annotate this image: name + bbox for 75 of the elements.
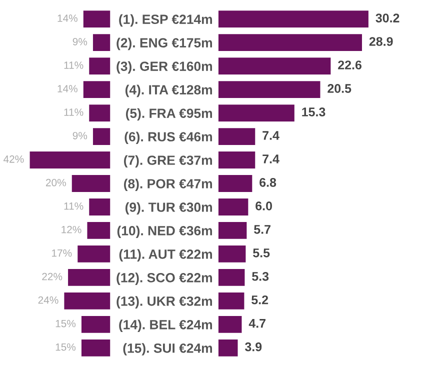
y-tick-label: (13). UKR €32m — [116, 296, 212, 308]
bar — [218, 152, 256, 168]
data-label: 4.7 — [248, 319, 266, 328]
data-label: 15.3 — [302, 108, 326, 116]
data-label: 11% — [64, 202, 84, 210]
bar — [87, 222, 110, 239]
data-label: 30.2 — [376, 14, 400, 22]
bar — [218, 198, 248, 216]
bar — [218, 175, 252, 192]
bar — [89, 58, 110, 75]
bar — [218, 246, 246, 262]
data-label: 9% — [72, 132, 88, 140]
bar — [218, 104, 294, 122]
bar — [83, 81, 110, 98]
data-label: 11% — [64, 108, 84, 116]
bar — [218, 339, 238, 356]
data-label: 5.5 — [253, 248, 270, 258]
y-tick-label: (2). ENG €175m — [116, 38, 212, 50]
data-label: 14% — [58, 14, 78, 22]
bar — [218, 10, 368, 28]
bar — [89, 198, 110, 216]
y-tick-label: (3). GER €160m — [116, 61, 212, 74]
bar — [218, 222, 247, 239]
data-label: 22% — [42, 272, 62, 280]
y-tick-label: (10). NED €36m — [117, 226, 212, 238]
data-label: 20% — [46, 178, 66, 186]
bar — [218, 128, 256, 145]
data-label: 9% — [72, 38, 88, 46]
data-label: 3.9 — [244, 342, 262, 352]
data-label: 28.9 — [369, 37, 393, 46]
data-label: 6.0 — [256, 201, 272, 210]
data-label: 6.8 — [260, 178, 276, 187]
bar — [92, 34, 110, 52]
bar — [92, 128, 110, 145]
data-label: 12% — [62, 226, 82, 234]
y-tick-label: (9). TUR €30m — [125, 202, 212, 215]
bar — [218, 316, 242, 333]
data-label: 42% — [4, 155, 24, 163]
bar — [218, 268, 245, 286]
data-label: 5.2 — [252, 295, 268, 304]
bar — [218, 81, 320, 98]
y-tick-label: (15). SUI €24m — [123, 343, 212, 356]
bar — [64, 292, 110, 310]
bar — [218, 292, 244, 310]
y-tick-label: (7). GRE €37m — [124, 155, 212, 168]
y-tick-label: (14). BEL €24m — [119, 320, 212, 332]
data-label: 17% — [52, 249, 72, 257]
y-tick-label: (6). RUS €46m — [124, 132, 212, 144]
data-label: 20.5 — [328, 84, 352, 93]
bar — [218, 58, 331, 75]
bar — [218, 34, 362, 52]
bar — [30, 152, 110, 168]
y-tick-label: (1). ESP €214m — [119, 14, 212, 27]
bar — [72, 175, 110, 192]
bar — [81, 316, 110, 333]
data-label: 5.3 — [252, 272, 269, 281]
y-tick-label: (12). SCO €22m — [116, 272, 212, 285]
data-label: 7.4 — [262, 131, 280, 140]
data-label: 22.6 — [338, 60, 362, 70]
data-label: 5.7 — [254, 225, 270, 234]
data-label: 11% — [64, 62, 84, 69]
bar — [78, 246, 110, 262]
data-label: 15% — [56, 320, 76, 328]
y-tick-label: (8). POR €47m — [124, 178, 212, 192]
bar — [68, 268, 110, 286]
data-label: 15% — [56, 343, 76, 351]
bar — [81, 339, 110, 356]
data-label: 14% — [58, 85, 78, 92]
bar — [83, 10, 110, 28]
y-tick-label: (5). FRA €95m — [126, 108, 212, 121]
bar — [89, 104, 110, 122]
data-label: 24% — [38, 296, 58, 304]
data-label: 7.4 — [262, 154, 280, 164]
y-tick-label: (11). AUT €22m — [119, 249, 212, 262]
y-tick-label: (4). ITA €128m — [125, 84, 212, 98]
